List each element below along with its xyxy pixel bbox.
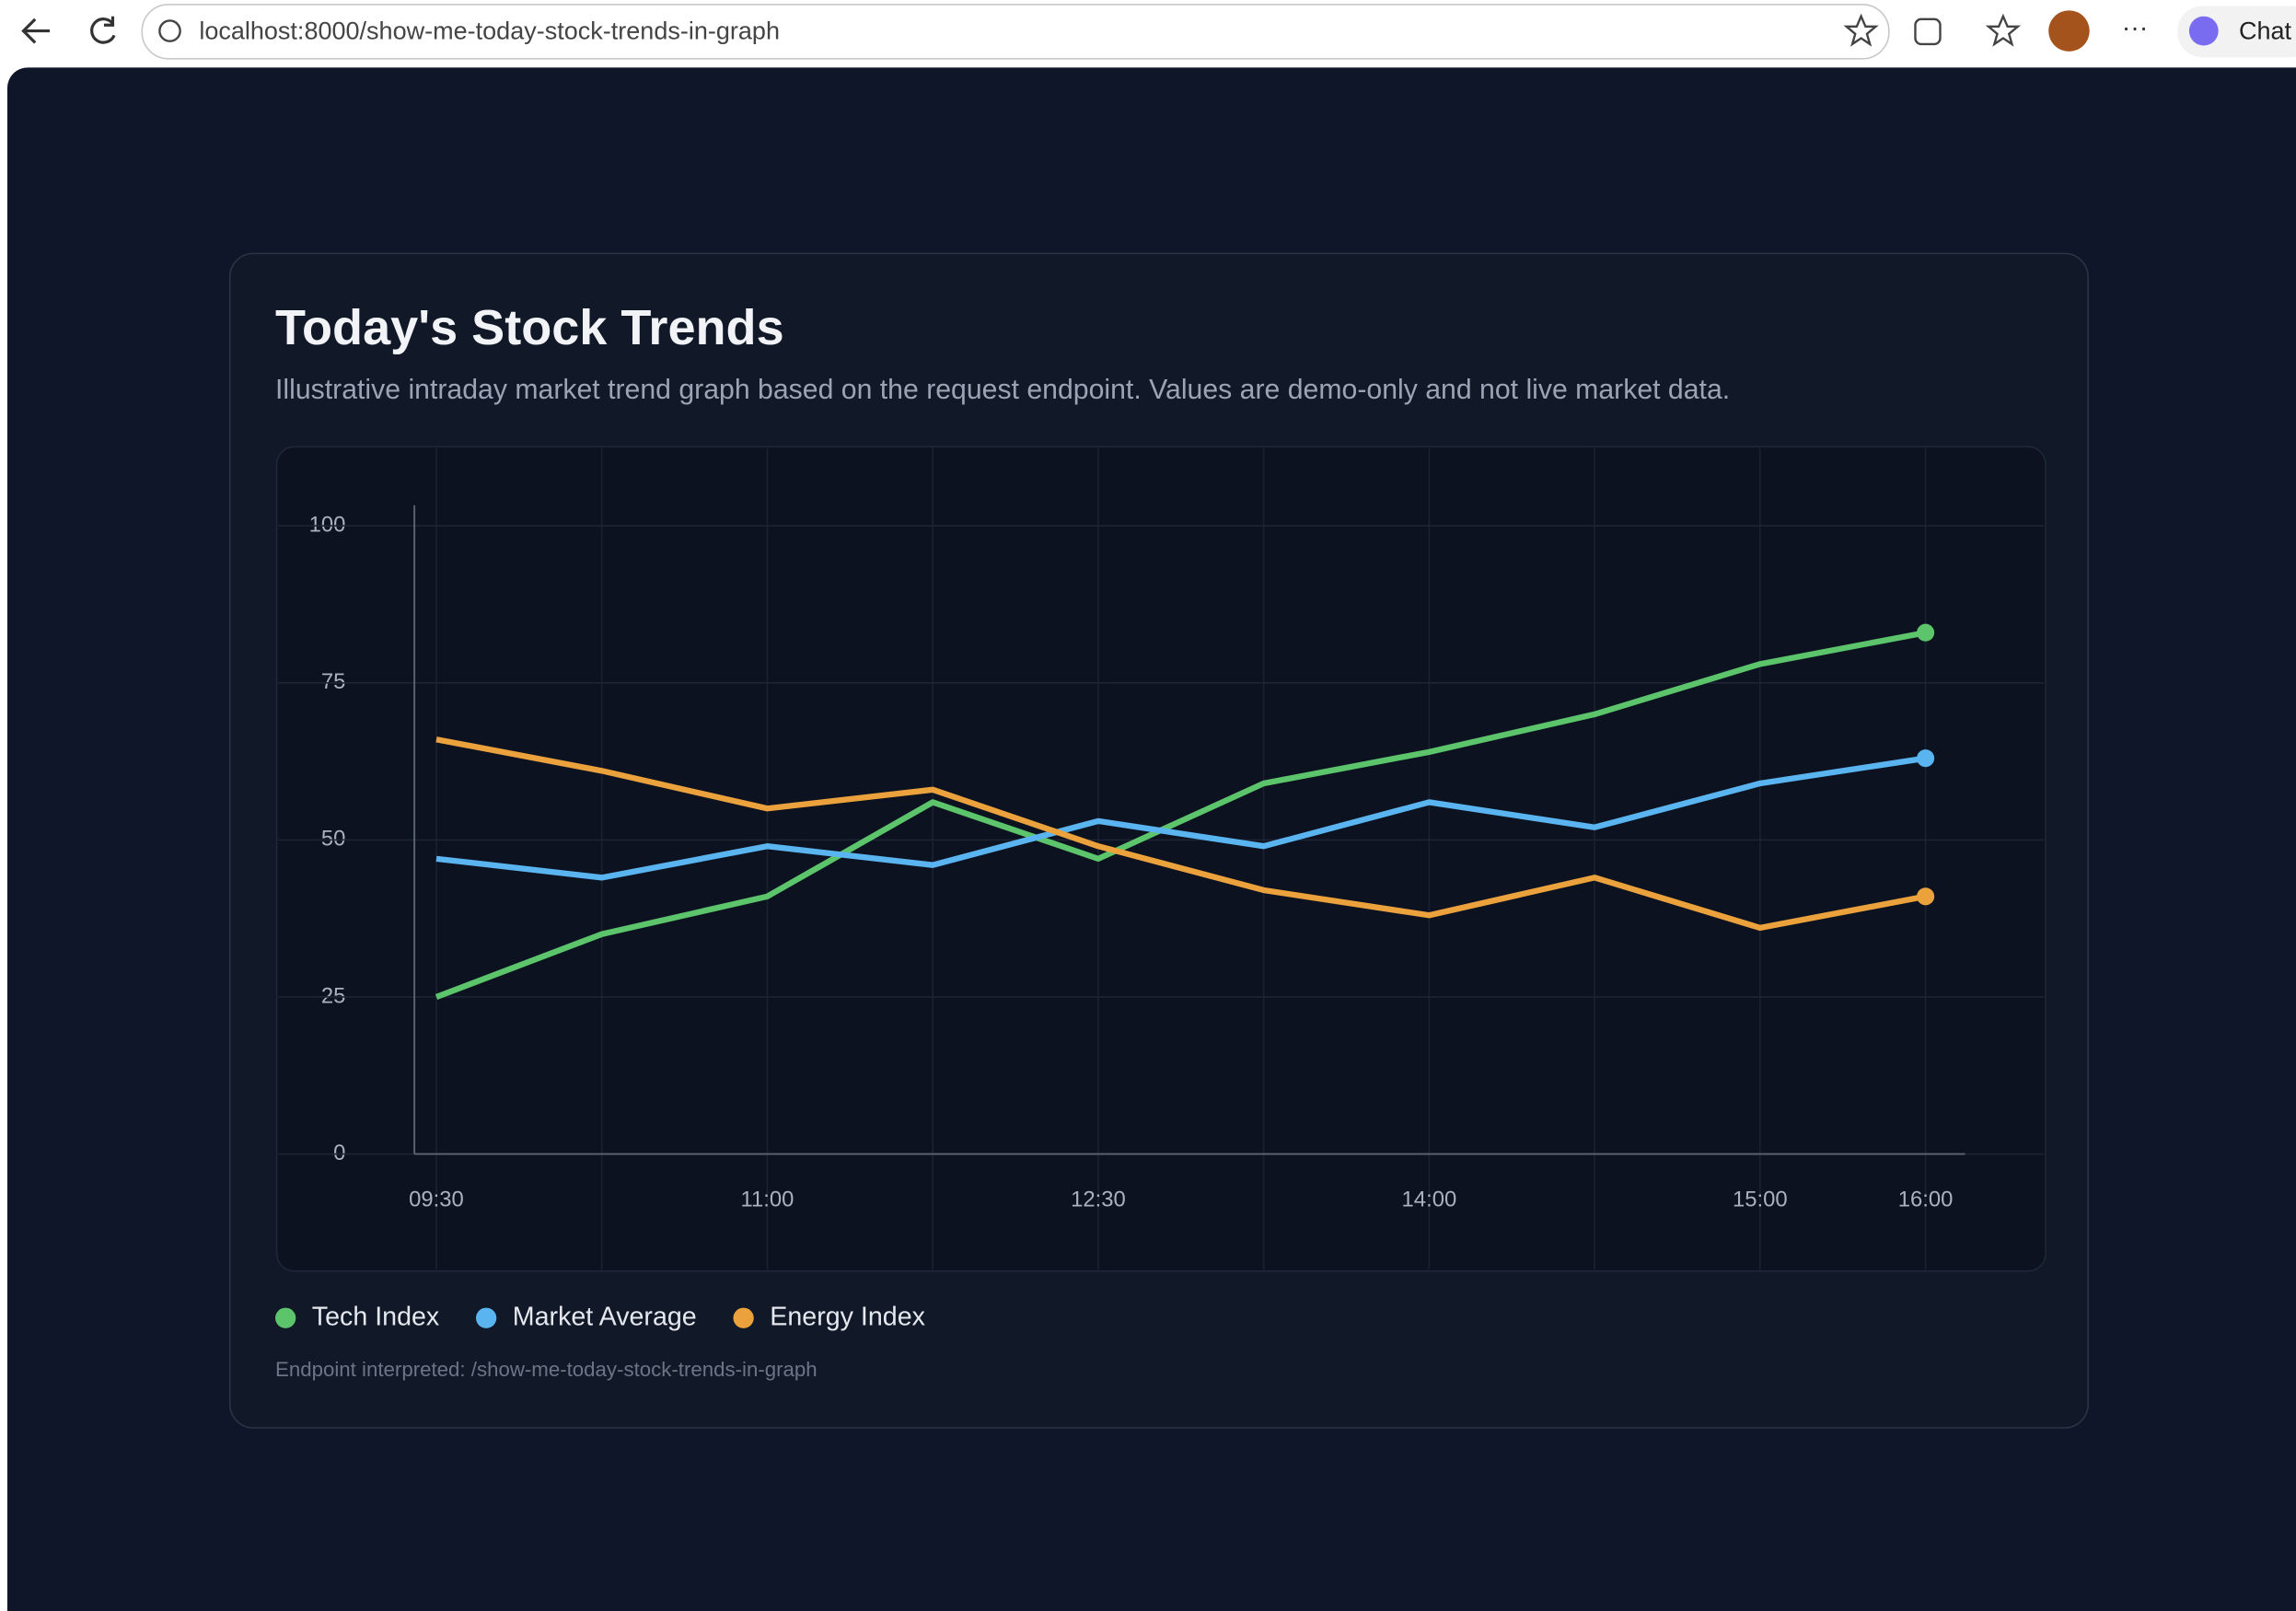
y-tick-label: 0: [333, 1141, 345, 1165]
plot-panel: [275, 446, 2047, 1272]
x-tick-label: 11:00: [741, 1188, 794, 1212]
legend-swatch: [476, 1307, 497, 1328]
x-tick-label: 14:00: [1402, 1188, 1457, 1212]
legend-label: Energy Index: [770, 1302, 925, 1331]
end-point: [1917, 887, 1935, 906]
extensions-icon[interactable]: [1914, 17, 1942, 46]
info-icon[interactable]: [158, 19, 181, 42]
y-tick-label: 25: [321, 983, 346, 1008]
copilot-icon[interactable]: [2188, 16, 2219, 46]
x-tick-label: 16:00: [1898, 1188, 1954, 1212]
y-tick-label: 50: [321, 827, 346, 852]
legend-label: Market Average: [513, 1302, 697, 1331]
favorite-icon[interactable]: [1843, 13, 1879, 47]
end-point: [1917, 749, 1935, 768]
legend-label: Tech Index: [312, 1302, 439, 1331]
series-line: [435, 755, 1927, 881]
url[interactable]: localhost:8000/show-me-today-stock-trend…: [199, 17, 780, 44]
favorites-icon[interactable]: [1985, 13, 2022, 47]
chart-title: Today's Stock Trends: [275, 300, 784, 355]
chat-button[interactable]: Chat: [2239, 17, 2292, 44]
profile-avatar[interactable]: [2048, 10, 2090, 52]
series-line: [435, 630, 1927, 1000]
menu-button[interactable]: ···: [2122, 14, 2149, 43]
x-tick-label: 15:00: [1733, 1188, 1788, 1212]
y-tick-label: 75: [321, 669, 346, 694]
end-point: [1917, 623, 1935, 642]
x-tick-label: 09:30: [409, 1188, 464, 1212]
y-tick-label: 100: [309, 512, 346, 537]
reload-button[interactable]: [90, 16, 116, 44]
x-tick-label: 12:30: [1071, 1188, 1126, 1212]
footnote: Endpoint interpreted: /show-me-today-sto…: [275, 1358, 818, 1381]
address-bar[interactable]: [141, 4, 1890, 60]
legend-swatch: [733, 1307, 754, 1328]
series-line: [435, 736, 1927, 932]
chart-subtitle: Illustrative intraday market trend graph…: [275, 375, 1730, 405]
legend-swatch: [275, 1307, 296, 1328]
back-button[interactable]: [21, 17, 51, 44]
